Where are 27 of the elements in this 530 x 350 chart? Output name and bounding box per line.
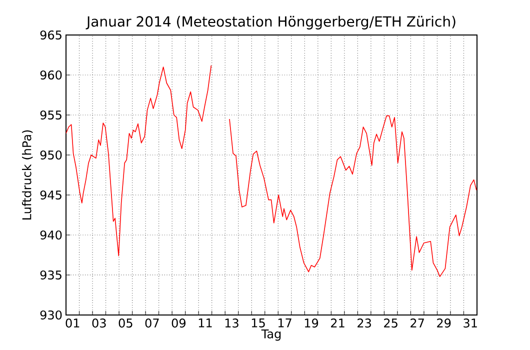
y-tick-label: 940 xyxy=(40,230,62,240)
x-tick-label: 11 xyxy=(198,318,212,328)
x-tick-label: 27 xyxy=(410,318,424,328)
y-tick-label: 945 xyxy=(40,190,62,200)
x-tick-label: 31 xyxy=(464,318,477,328)
x-tick-label: 21 xyxy=(331,318,344,328)
y-tick-label: 955 xyxy=(40,110,62,120)
x-tick-label: 29 xyxy=(437,318,451,328)
x-tick-label: 23 xyxy=(358,318,371,328)
x-tick-label: 25 xyxy=(384,318,398,328)
x-tick-label: 03 xyxy=(92,318,106,328)
x-tick-label: 09 xyxy=(172,318,186,328)
x-tick-label: 13 xyxy=(225,318,238,328)
x-tick-label: 07 xyxy=(145,318,159,328)
chart-title: Januar 2014 (Meteostation Hönggerberg/ETH Zürich) xyxy=(86,16,456,30)
x-tick-label: 05 xyxy=(118,318,132,328)
x-axis-title: Tag xyxy=(261,329,281,341)
y-axis-title: Luftdruck (hPa) xyxy=(22,130,33,220)
y-tick-label: 965 xyxy=(40,30,62,40)
y-tick-label: 950 xyxy=(40,150,62,160)
x-tick-label: 17 xyxy=(278,318,292,328)
x-tick-label: 01 xyxy=(66,318,80,328)
x-tick-label: 19 xyxy=(304,318,318,328)
y-tick-label: 960 xyxy=(40,70,62,80)
y-tick-label: 935 xyxy=(40,270,62,280)
y-tick-label: 930 xyxy=(40,310,62,320)
x-tick-label: 15 xyxy=(252,318,265,328)
